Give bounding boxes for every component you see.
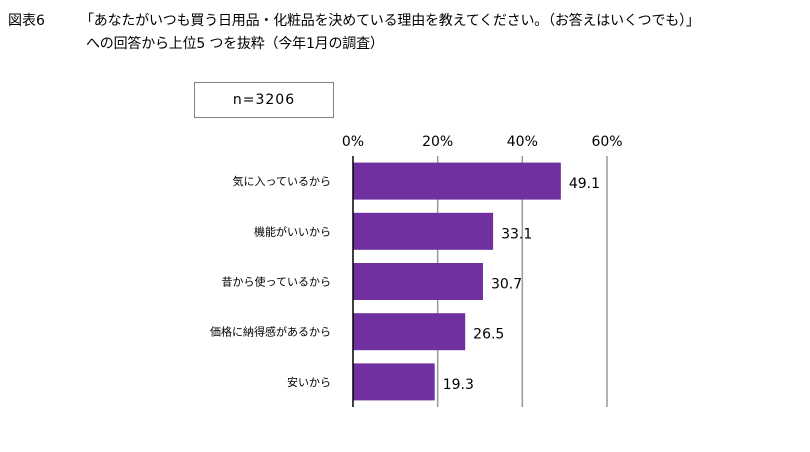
bar	[353, 162, 561, 200]
data-label: 49.1	[569, 176, 600, 192]
sample-size-box: n=3206	[194, 82, 334, 118]
category-label: 安いから	[287, 375, 331, 389]
data-label: 30.7	[491, 277, 522, 293]
data-label: 19.3	[443, 377, 474, 393]
chart-title-line-1: 「あなたがいつも買う日用品・化粧品を決めている理由を教えてください。（お答えはい…	[80, 13, 700, 29]
category-label: 機能がいいから	[254, 224, 331, 238]
bar	[353, 363, 435, 401]
bar	[353, 212, 494, 250]
x-tick-label: 20%	[422, 134, 453, 150]
bar	[353, 263, 483, 300]
x-tick-label: 40%	[507, 134, 538, 150]
data-label: 26.5	[473, 327, 504, 343]
x-tick-label: 60%	[591, 134, 622, 150]
bar	[353, 313, 466, 351]
category-label: 昔から使っているから	[222, 276, 331, 289]
category-label: 価格に納得感があるから	[210, 325, 331, 339]
figure-label: 図表6	[8, 13, 45, 29]
data-label: 33.1	[501, 226, 532, 242]
x-tick-label: 0%	[342, 134, 364, 150]
category-label: 気に入っているから	[233, 174, 331, 188]
chart-title-line-2: への回答から上位5 つを抜粋（今年1月の調査）	[86, 36, 384, 52]
